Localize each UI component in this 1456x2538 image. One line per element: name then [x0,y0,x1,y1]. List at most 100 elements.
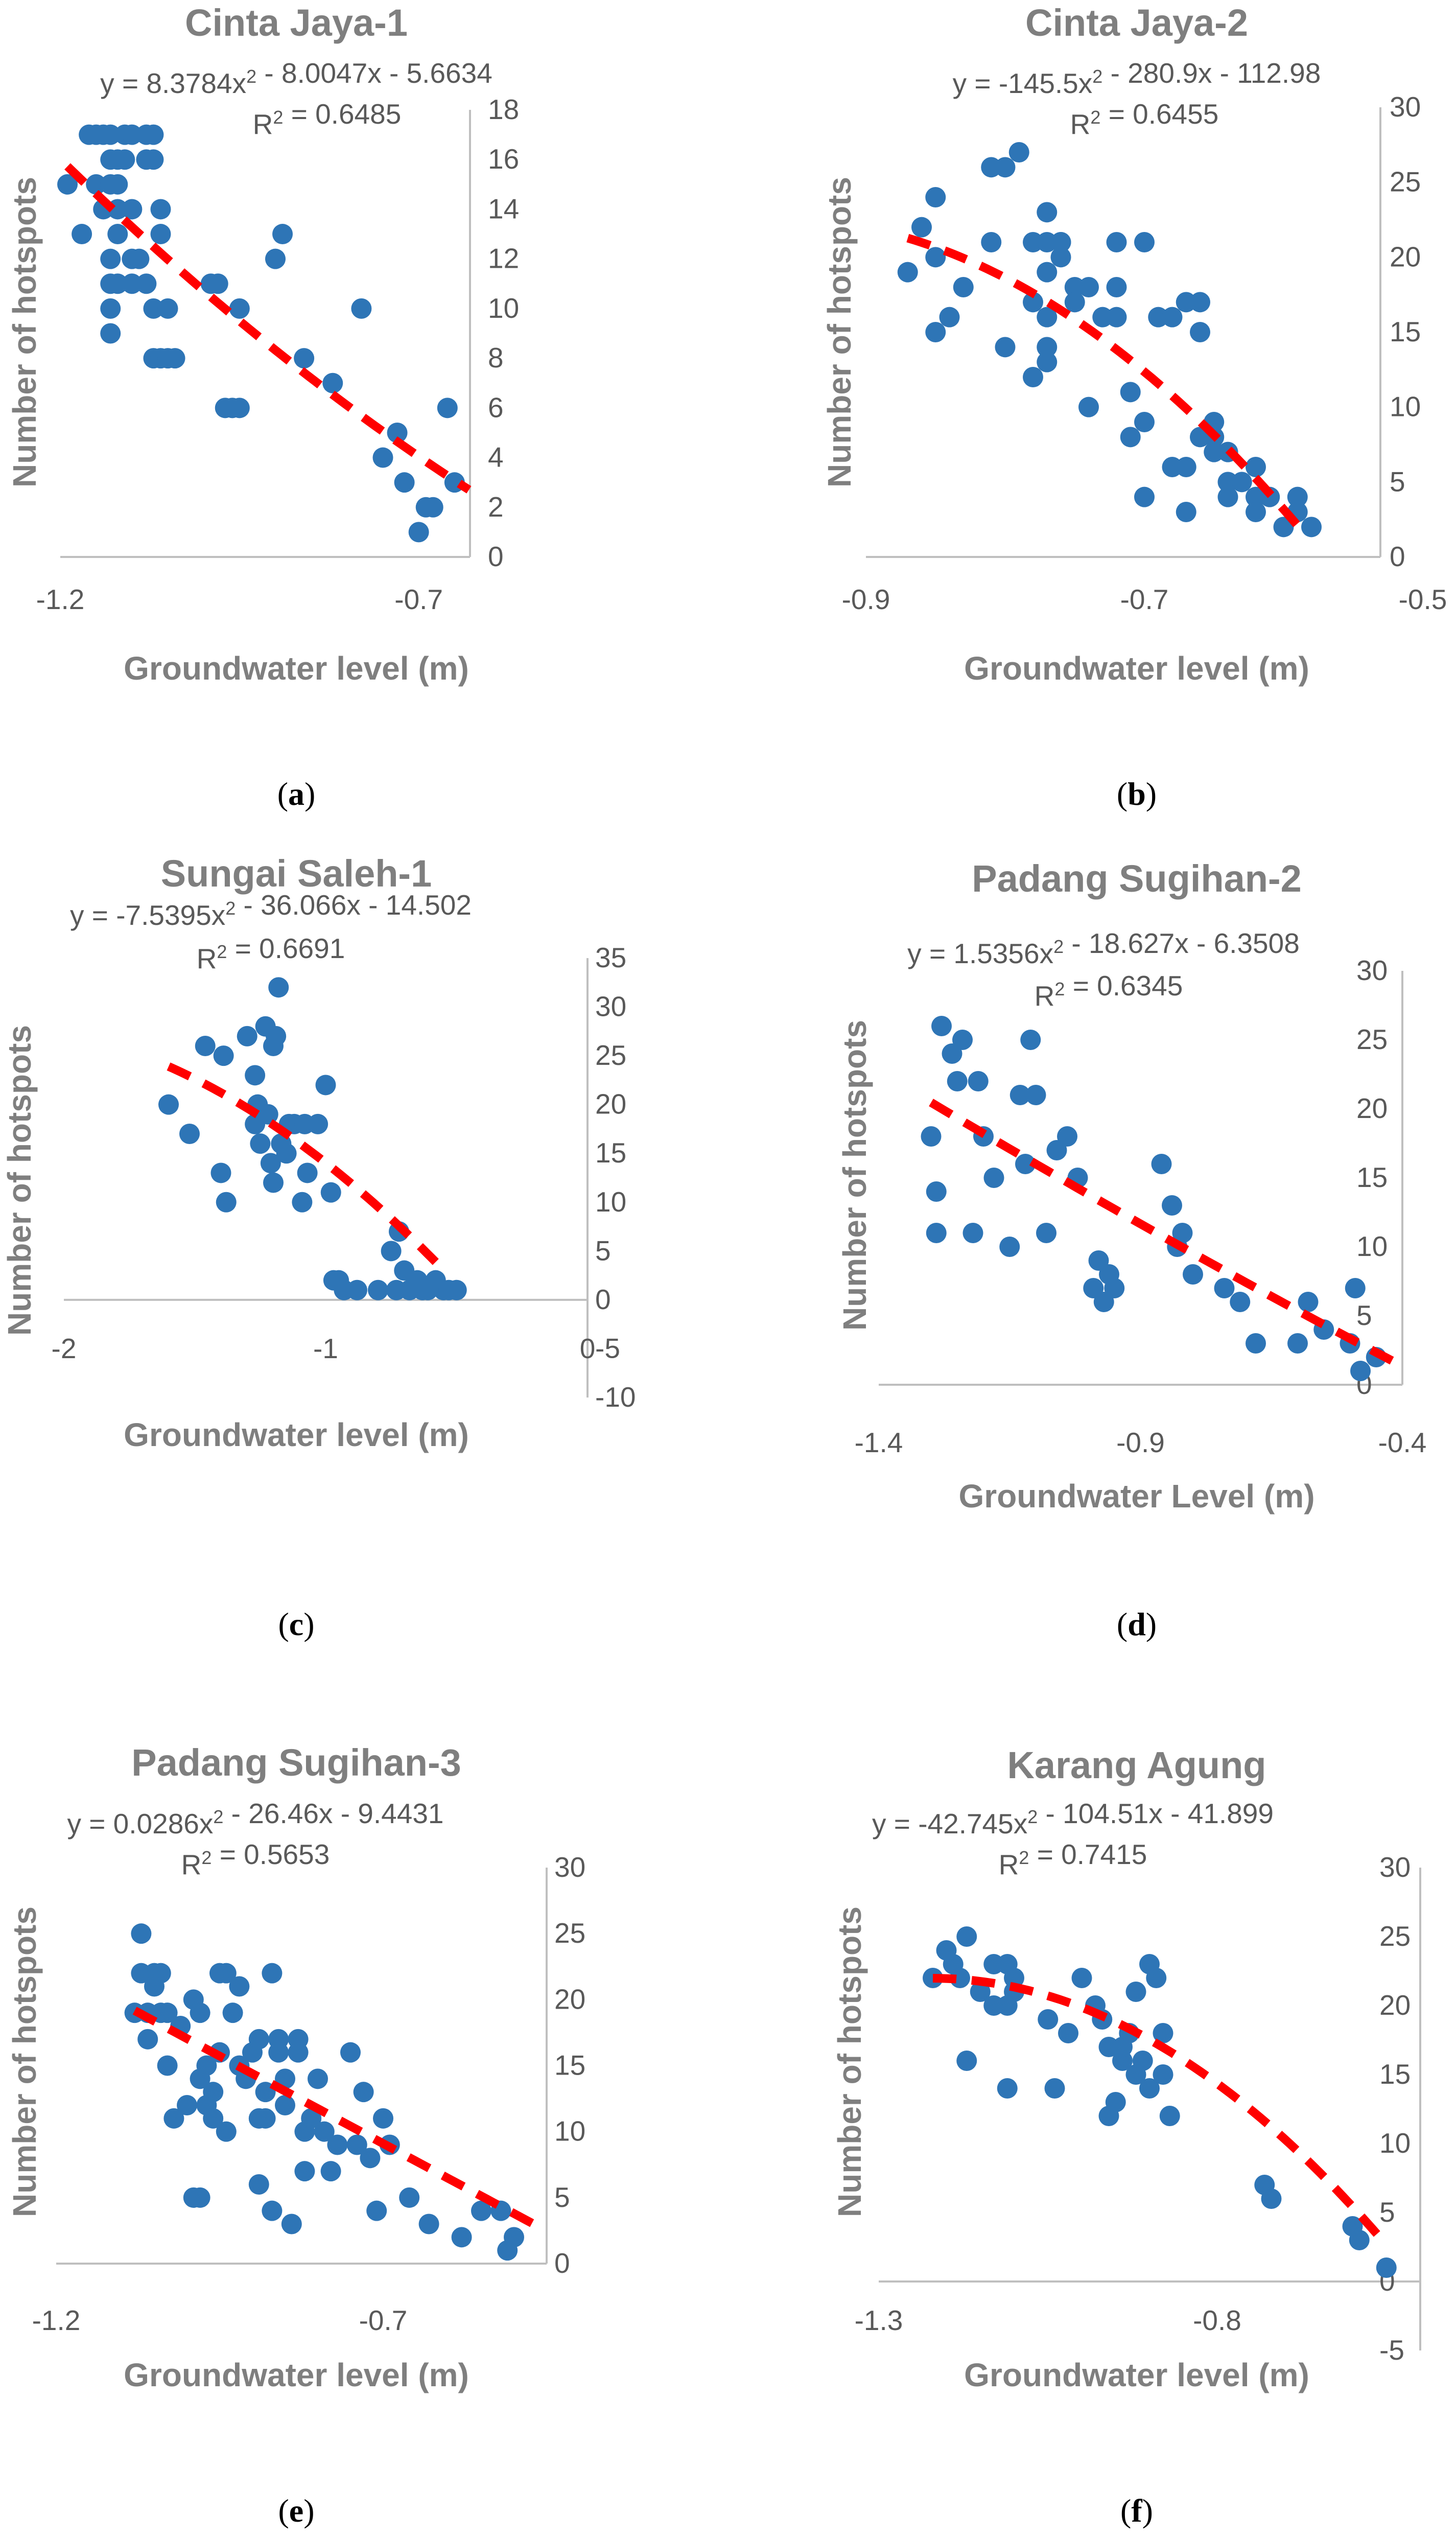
data-point [57,174,78,195]
data-point [248,2174,269,2195]
data-point [255,2108,276,2129]
data-point [1176,502,1196,522]
panel-label: (b) [1117,776,1157,812]
data-point [1023,292,1043,313]
data-point [257,1104,278,1125]
y-tick-label: 25 [1356,1023,1388,1055]
data-point [1246,457,1266,477]
data-point [136,273,157,294]
data-point [292,1192,313,1213]
trendline-equation: y = -145.5x2 - 280.9x - 112.98 [953,57,1321,99]
y-tick-label: 10 [488,292,519,324]
data-point [939,307,960,328]
x-tick-label: -1.2 [32,2304,81,2336]
data-point [143,298,164,319]
data-point [1037,307,1058,328]
x-tick-label: -1 [313,1333,338,1364]
data-point [995,337,1016,358]
data-point [288,2042,309,2063]
data-point [122,199,143,220]
data-point [150,224,171,245]
chart-title: Padang Sugihan-3 [131,1741,461,1784]
trendline [64,163,472,494]
data-point [1120,382,1141,403]
data-point [1273,517,1294,538]
y-tick-label: 20 [1390,241,1421,272]
trendline [167,1062,439,1265]
data-point [372,447,393,468]
data-point [926,1181,947,1202]
data-point [179,1124,200,1144]
panel-letter: b [1128,776,1146,812]
data-point [163,2108,184,2129]
data-point [229,398,250,418]
y-axis-label: Number of hotspots [6,177,43,487]
data-point [451,2227,472,2248]
y-tick-label: 2 [488,491,504,523]
data-point [100,323,121,344]
data-point [177,2095,197,2115]
data-point [1162,307,1183,328]
data-point [394,472,415,493]
data-point [122,124,143,145]
data-point [968,1071,989,1091]
data-point [1009,1085,1030,1105]
data-point [1217,486,1238,507]
data-point [1050,247,1071,268]
data-point [308,1113,328,1134]
panel-label: (e) [278,2493,314,2529]
data-point [983,1168,1004,1188]
data-point [281,2214,302,2234]
y-tick-label: 15 [1356,1161,1388,1193]
data-point [1345,1278,1366,1298]
data-point [1044,2078,1065,2099]
panel-letter: e [289,2493,303,2529]
x-axis-label: Groundwater level (m) [124,1416,469,1453]
data-point [268,2042,289,2063]
data-point [351,298,372,319]
data-point [962,1223,983,1243]
y-tick-label: 15 [1390,316,1421,347]
r-squared-label: R2 = 0.6485 [253,98,402,140]
data-point [250,1133,271,1154]
r-squared-label: R2 = 0.6691 [197,933,345,974]
y-tick-label: 5 [1356,1299,1372,1331]
data-point [107,174,128,195]
data-point [213,1045,234,1066]
data-point [925,322,946,342]
data-point [1350,1361,1371,1381]
y-tick-label: 10 [1356,1230,1388,1262]
trendline-equation: y = -7.5395x2 - 36.066x - 14.502 [70,889,472,931]
data-point [190,2187,210,2208]
data-point [1134,486,1155,507]
data-point [1037,262,1058,283]
data-point [353,2082,374,2103]
y-tick-label: 0 [595,1284,611,1315]
r-squared-label: R2 = 0.7415 [999,1838,1147,1880]
data-point [203,2108,224,2129]
data-point [143,149,164,170]
x-tick-label: -0.5 [1399,584,1447,615]
data-point [196,2055,217,2076]
data-point [72,224,92,245]
data-point [1132,2051,1153,2071]
data-point [1004,1968,1024,1988]
y-axis-label: Number of hotspots [831,1906,868,2217]
data-point [418,2214,439,2234]
data-point [229,298,250,319]
data-point [222,2003,243,2023]
data-point [1078,277,1099,297]
data-point [157,2055,178,2076]
y-tick-label: 15 [554,2050,585,2081]
data-point [190,2003,210,2023]
trendline [906,234,1308,537]
y-axis-label: Number of hotspots [821,177,858,487]
data-point [1058,2023,1078,2043]
chart-title: Cinta Jaya-2 [1025,2,1248,44]
data-point [260,1153,281,1174]
y-tick-label: 5 [595,1235,611,1266]
data-point [925,187,946,207]
panel-letter: d [1128,1606,1146,1642]
